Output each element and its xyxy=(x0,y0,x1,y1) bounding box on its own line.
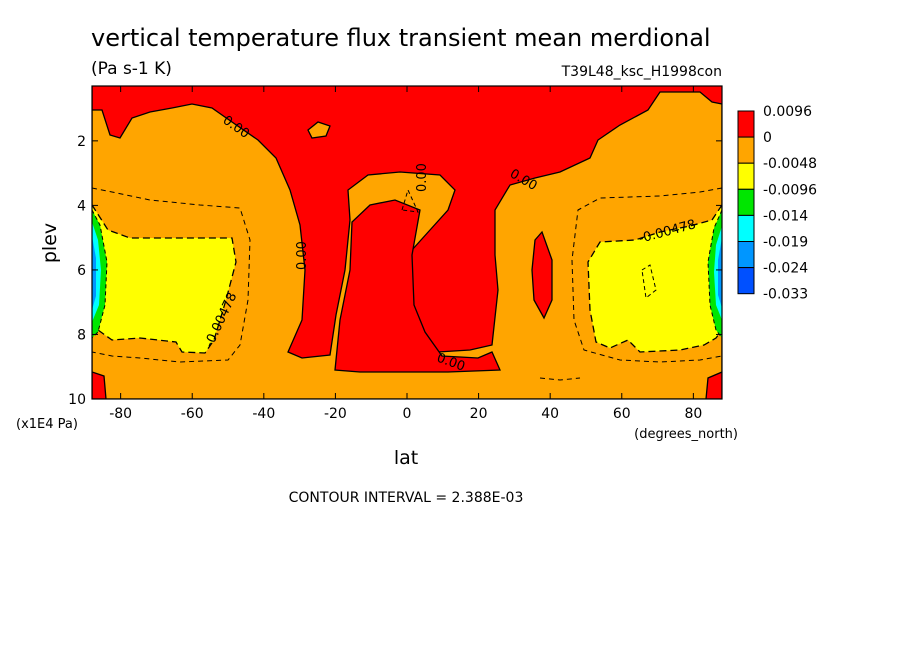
contour-label: 0.00 xyxy=(295,241,310,270)
contour-label: 0.00 xyxy=(415,163,430,192)
x-axis-label: lat xyxy=(394,447,418,469)
y-axis: 2 4 6 8 10 xyxy=(68,134,722,408)
colorbar-swatch xyxy=(737,110,755,138)
contour-interval-note: CONTOUR INTERVAL = 2.388E-03 xyxy=(289,490,524,506)
colorbar-swatch xyxy=(737,188,755,216)
x-tick-label: 40 xyxy=(541,406,559,422)
colorbar-label: -0.0048 xyxy=(763,156,817,172)
colorbar-swatch xyxy=(737,241,755,269)
colorbar-label: 0 xyxy=(763,130,772,146)
chart-title: vertical temperature flux transient mean… xyxy=(91,24,711,52)
contour-line-dashed-center xyxy=(401,188,419,213)
y-tick-label: 2 xyxy=(77,134,86,150)
colorbar-label: -0.0096 xyxy=(763,182,817,198)
contour-line-dashed-west xyxy=(92,187,251,363)
contour-fill-blue-west xyxy=(92,236,96,310)
colorbar-swatch xyxy=(737,214,755,242)
colorbar-label: -0.024 xyxy=(763,261,808,277)
contour-fill-blue-east xyxy=(718,238,722,308)
contour-fill-orange-island xyxy=(307,121,331,139)
contour-line-dashed-east-inner xyxy=(641,264,657,299)
y-tick-label: 8 xyxy=(77,327,86,343)
contour-line-dashed-bottom xyxy=(539,377,581,381)
y-axis-label: plev xyxy=(39,223,61,263)
x-tick-label: 60 xyxy=(613,406,631,422)
x-tick-label: 20 xyxy=(470,406,488,422)
colorbar-label: 0.0096 xyxy=(763,104,812,120)
colorbar-swatch xyxy=(737,267,755,295)
contour-fill-red-pocket xyxy=(531,230,553,320)
x-axis: -80 -60 -40 -20 0 20 40 60 80 xyxy=(109,86,702,422)
y-tick-label: 10 xyxy=(68,392,86,408)
x-axis-units: (degrees_north) xyxy=(634,427,738,442)
colorbar-label: -0.033 xyxy=(763,287,808,303)
colorbar-swatch xyxy=(737,162,755,190)
units-label: (Pa s-1 K) xyxy=(91,59,172,79)
contour-fill-yellow-west xyxy=(92,203,237,354)
contour-fill-yellow-east xyxy=(587,203,722,353)
y-tick-label: 4 xyxy=(77,198,86,214)
colorbar: 0.0096 0 -0.0048 -0.0096 -0.014 -0.019 -0.024 -… xyxy=(737,104,817,303)
x-tick-label: -20 xyxy=(324,406,347,422)
contour-fill-red-sw xyxy=(92,371,107,399)
x-tick-label: 80 xyxy=(684,406,702,422)
plot-area: 0.00 0.00 0.00 0.00 0.00 -0.00478 -0.004… xyxy=(92,86,722,399)
contour-fill-red-se xyxy=(705,371,722,399)
x-tick-label: 0 xyxy=(403,406,412,422)
contour-fill-red-center xyxy=(334,199,501,373)
dataset-label: T39L48_ksc_H1998con xyxy=(561,64,722,80)
x-tick-label: -80 xyxy=(109,406,132,422)
colorbar-label: -0.019 xyxy=(763,235,808,251)
contour-line-dashed-east xyxy=(571,187,722,363)
colorbar-label: -0.014 xyxy=(763,208,808,224)
y-axis-units: (x1E4 Pa) xyxy=(16,417,78,432)
x-tick-label: -60 xyxy=(181,406,204,422)
x-tick-label: -40 xyxy=(252,406,275,422)
y-tick-label: 6 xyxy=(77,263,86,279)
colorbar-swatch xyxy=(737,136,755,164)
